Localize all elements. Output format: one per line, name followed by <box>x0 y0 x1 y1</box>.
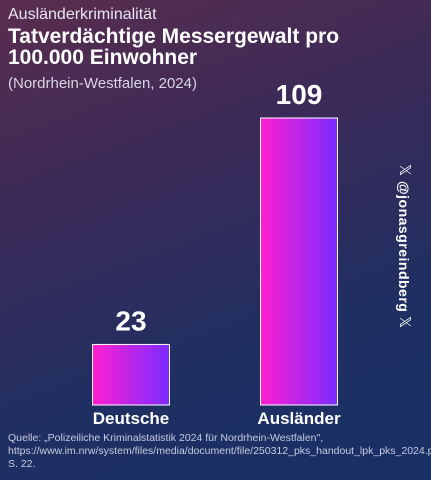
source-note: Quelle: „Polizeiliche Kriminalstatistik … <box>8 432 431 470</box>
category-label-ausländer: Ausländer <box>257 409 341 428</box>
handle-text: @jonasgreindberg <box>396 180 412 312</box>
bar-deutsche <box>92 343 170 406</box>
value-label-deutsche: 23 <box>115 305 146 336</box>
x-logo-icon: 𝕏 <box>396 315 413 329</box>
chart-subtitle: (Nordrhein-Westfalen, 2024) <box>8 75 197 92</box>
chart-kicker: Ausländerkriminalität <box>8 6 157 23</box>
bar-ausländer <box>260 117 338 406</box>
x-logo-icon: 𝕏 <box>396 164 413 177</box>
social-handle: 𝕏 @jonasgreindberg 𝕏 <box>395 160 413 333</box>
chart-title: Tatverdächtige Messergewalt pro 100.000 … <box>8 25 340 69</box>
category-label-deutsche: Deutsche <box>93 409 170 428</box>
value-label-ausländer: 109 <box>276 79 323 110</box>
